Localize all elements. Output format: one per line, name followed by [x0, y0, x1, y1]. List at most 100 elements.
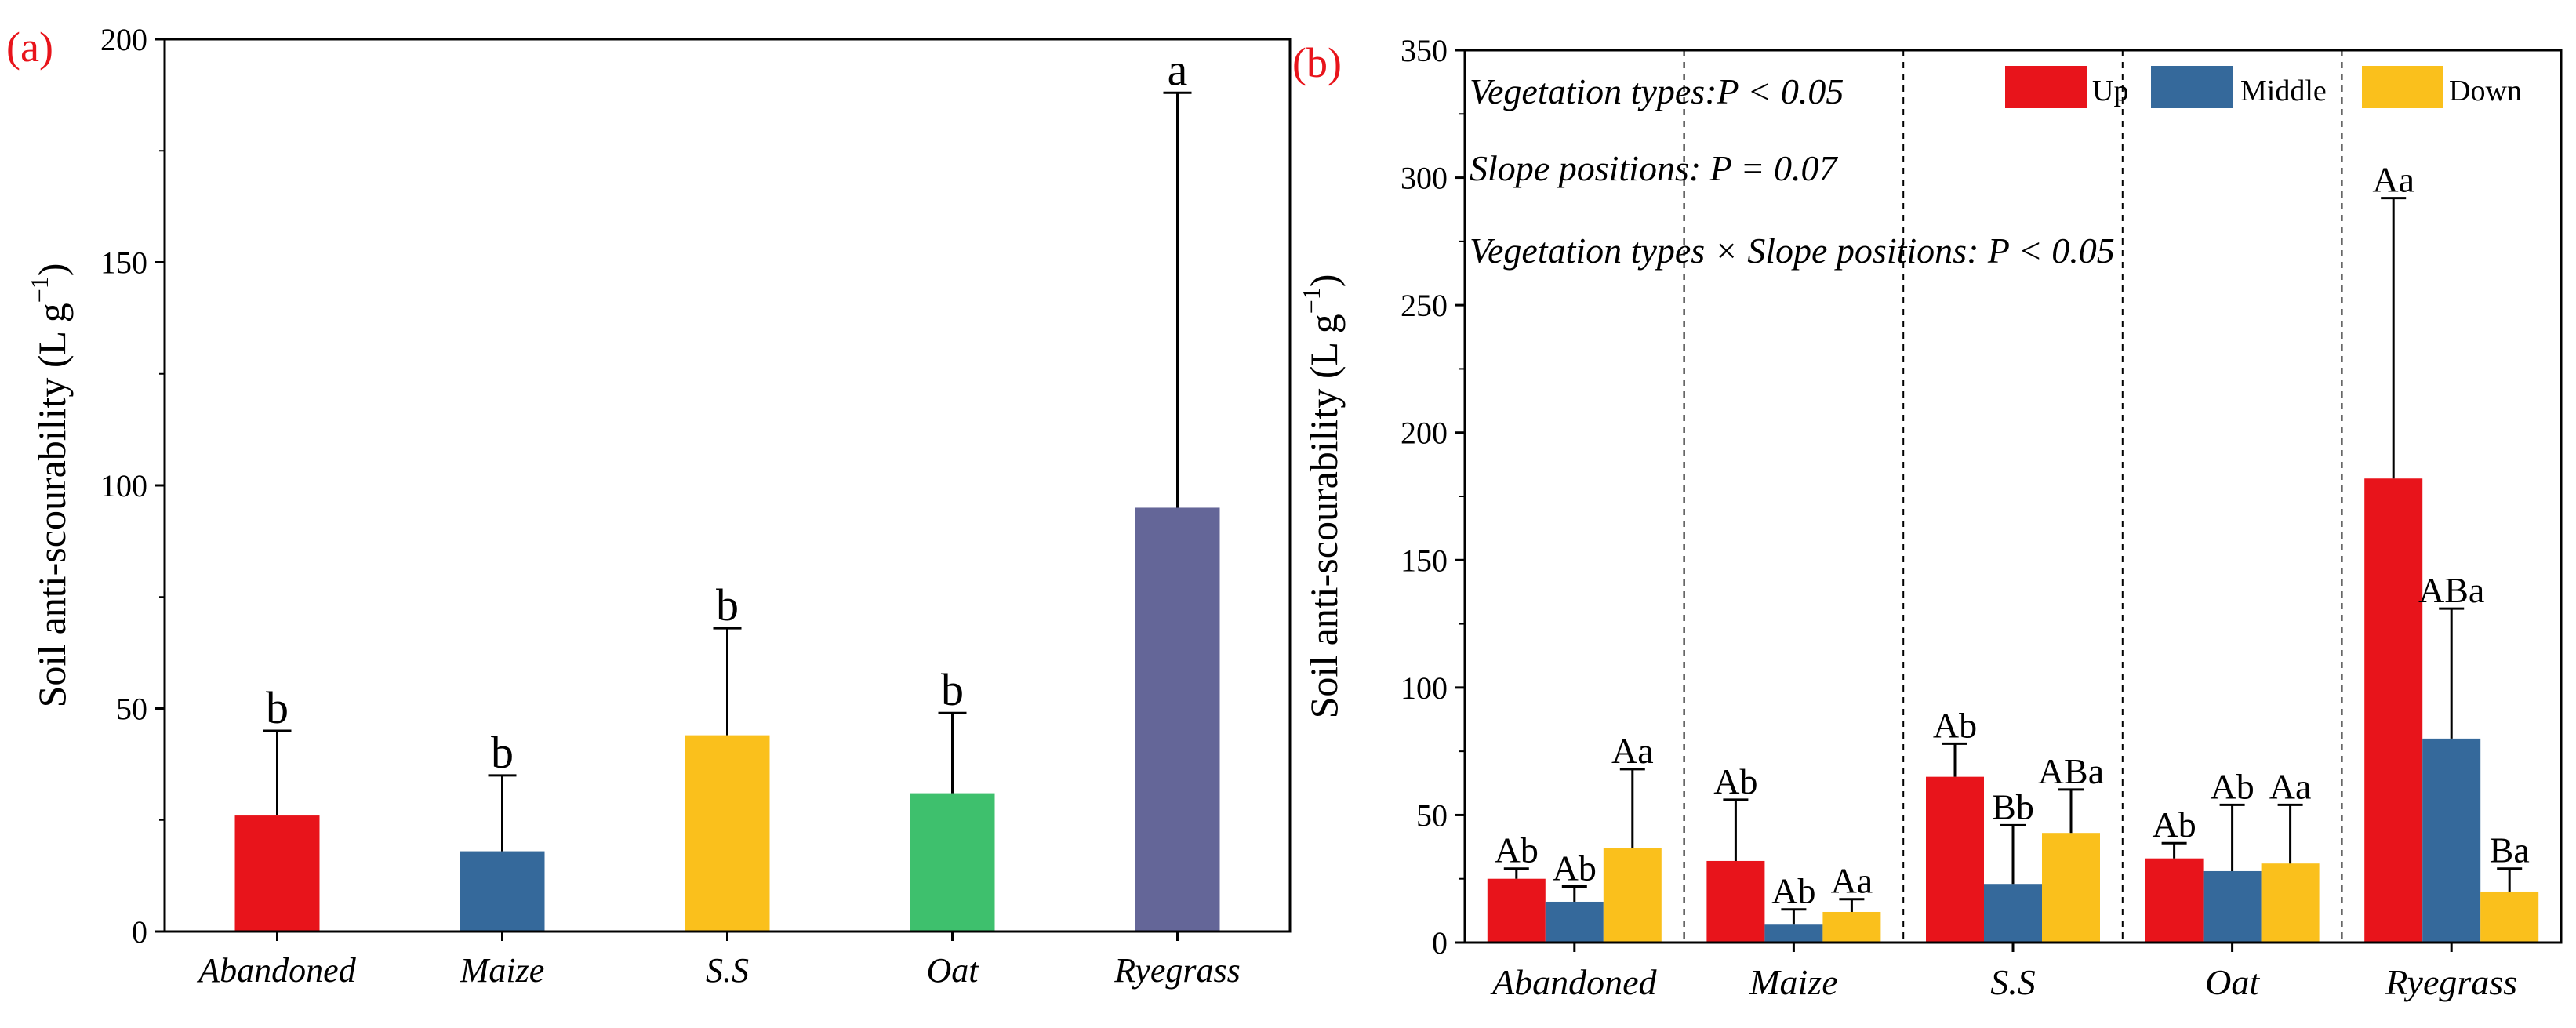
legend-swatch-middle [2151, 66, 2233, 108]
significance-letter: ABa [2418, 570, 2484, 610]
error-bar [2439, 607, 2465, 739]
legend-swatch-up [2005, 66, 2087, 108]
legend-label-middle: Middle [2240, 74, 2327, 107]
significance-letter: Ab [1495, 830, 1539, 870]
bar-ryegrass-down [2480, 891, 2539, 943]
bar-maize-down [1822, 911, 1881, 943]
panel-b-y-axis-label: Soil anti-scourability (L g−1) [1297, 274, 1346, 719]
significance-letter: Aa [1831, 861, 1873, 901]
panel-b-plot-frame [1463, 49, 2563, 944]
x-tick-label: Oat [927, 951, 980, 990]
significance-letter: Aa [2269, 766, 2312, 806]
x-tick-label: Maize [1749, 962, 1837, 1002]
error-bar [2497, 867, 2523, 892]
significance-letter: ABa [2038, 751, 2104, 791]
bar-maize-middle [1764, 924, 1823, 943]
bar-abandoned-middle [1545, 901, 1604, 943]
panel-a-plot-frame [163, 38, 1292, 933]
error-bar [1163, 91, 1192, 508]
significance-letter: b [941, 664, 964, 715]
bar-ss-middle [1984, 884, 2042, 943]
bar-ss-down [2042, 833, 2100, 943]
y-tick-label: 100 [1401, 670, 1448, 706]
x-tick-label: Abandoned [196, 951, 356, 990]
significance-letter: Ba [2490, 830, 2530, 870]
y-tick-label: 50 [116, 692, 147, 727]
significance-letter: Bb [1992, 786, 2034, 826]
bar-ryegrass [1135, 507, 1220, 932]
error-bar [2161, 841, 2187, 859]
y-tick-label: 250 [1401, 288, 1448, 323]
x-tick-label: S.S [706, 951, 749, 990]
x-tick-label: S.S [1990, 962, 2036, 1002]
bar-abandoned-up [1487, 878, 1546, 943]
y-tick-label: 150 [100, 245, 147, 281]
bar-maize-up [1706, 860, 1765, 943]
bar-ryegrass-up [2364, 478, 2423, 943]
significance-letter: Ab [1553, 848, 1597, 888]
bar-ryegrass-middle [2422, 738, 2481, 943]
error-bar [2058, 788, 2084, 834]
bar-maize [460, 851, 545, 932]
significance-letter: Ab [1933, 705, 1977, 745]
significance-letter: b [491, 727, 514, 778]
bar-abandoned-down [1603, 848, 1662, 943]
bar-oat-middle [2203, 870, 2262, 943]
y-tick-label: 50 [1416, 797, 1448, 833]
error-bar [1561, 885, 1587, 902]
y-tick-label: 150 [1401, 543, 1448, 578]
significance-letter: Aa [2372, 160, 2414, 200]
panel-a-chart: (a) 0 50 100 150 200 Abandoned Maize S.S Oat Rye… [6, 22, 1292, 990]
error-bar [488, 774, 517, 852]
error-bar [713, 627, 742, 736]
x-tick-label: Abandoned [1490, 962, 1658, 1002]
y-tick-label: 200 [100, 22, 147, 57]
panel-a-y-axis-label: Soil anti-scourability (L g−1) [25, 263, 74, 708]
legend-label-down: Down [2449, 74, 2522, 107]
error-bar [263, 729, 292, 816]
annotation-vegetation-types: Vegetation types:P < 0.05 [1470, 71, 1844, 111]
panel-b-label: (b) [1292, 39, 1342, 86]
error-bar [1942, 742, 1967, 777]
error-bar [2219, 803, 2245, 871]
legend: Up Middle Down [2005, 66, 2522, 108]
annotation-slope-positions: Slope positions: P = 0.07 [1470, 148, 1838, 188]
significance-letter: a [1168, 44, 1188, 95]
significance-letter: b [266, 682, 289, 733]
error-bar [2277, 803, 2303, 864]
legend-label-up: Up [2092, 74, 2128, 107]
y-tick-label: 0 [132, 914, 147, 950]
x-tick-label: Ryegrass [2385, 962, 2517, 1002]
error-bar [1503, 867, 1529, 879]
error-bar [1723, 798, 1749, 861]
bar-ss-up [1926, 776, 1984, 943]
bar-oat-up [2145, 858, 2204, 943]
error-bar [2381, 197, 2407, 479]
significance-letter: Ab [1713, 761, 1757, 801]
significance-letter: Ab [2152, 805, 2196, 845]
y-tick-label: 0 [1432, 925, 1448, 961]
panel-a-label: (a) [6, 24, 53, 71]
annotation-interaction: Vegetation types × Slope positions: P < … [1470, 231, 2115, 271]
x-tick-label: Ryegrass [1114, 951, 1241, 990]
significance-letter: Ab [1771, 871, 1815, 911]
x-tick-label: Oat [2205, 962, 2260, 1002]
significance-letter: Aa [1611, 731, 1654, 771]
y-tick-label: 100 [100, 468, 147, 503]
bar-oat-down [2261, 863, 2320, 943]
x-tick-label: Maize [460, 951, 545, 990]
error-bar [1619, 768, 1645, 848]
y-tick-label: 300 [1401, 161, 1448, 196]
error-bar [2000, 823, 2026, 885]
bar-abandoned [234, 815, 320, 932]
error-bar [1839, 898, 1865, 912]
y-tick-label: 350 [1401, 33, 1448, 68]
legend-swatch-down [2362, 66, 2443, 108]
y-tick-label: 200 [1401, 416, 1448, 451]
error-bar [938, 711, 967, 794]
significance-letter: b [716, 579, 739, 630]
panel-b-chart: (b) 0 50 100 150 200 250 300 350 Abandoned Maize… [1292, 33, 2563, 1002]
error-bar [1781, 908, 1807, 925]
bar-oat [910, 793, 995, 932]
